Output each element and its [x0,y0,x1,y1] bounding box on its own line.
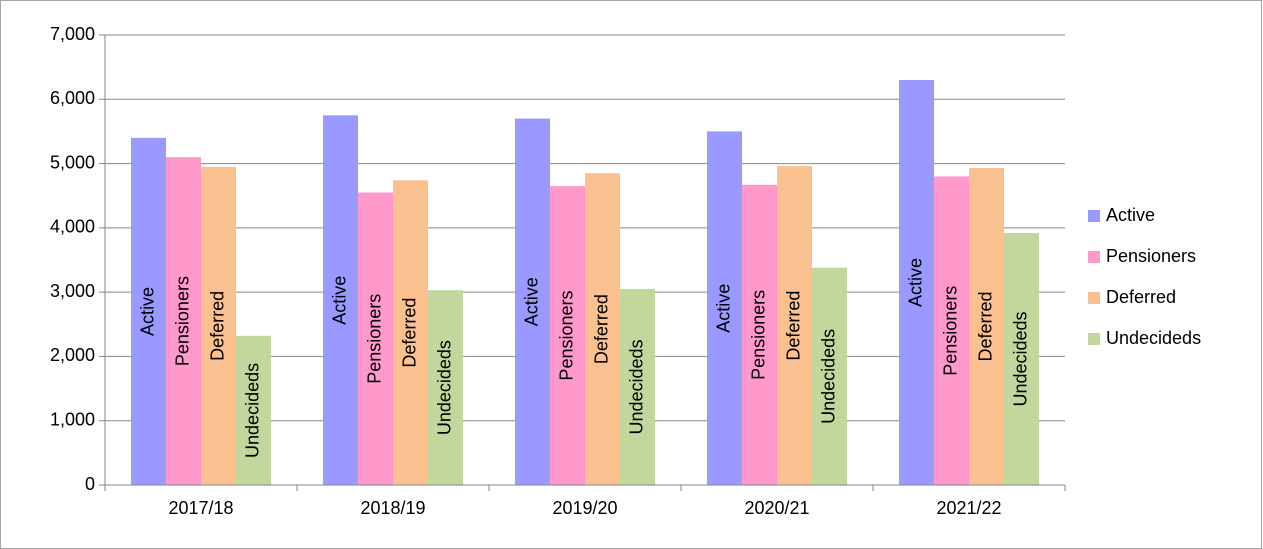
bar [131,137,166,485]
bar [428,290,463,485]
x-tick-label: 2018/19 [360,498,425,518]
legend-label: Active [1106,205,1155,225]
bar-label: Active [137,287,157,336]
bar [515,118,550,486]
bar [550,186,585,486]
bar [812,267,847,485]
bar-label: Pensioners [172,276,192,366]
bar-label: Deferred [975,292,995,362]
bar-label: Undecideds [626,339,646,434]
bar [1004,233,1039,485]
bar [620,288,655,485]
y-tick-label: 3,000 [50,281,95,301]
bar [166,157,201,485]
x-tick-label: 2020/21 [744,498,809,518]
y-tick-label: 6,000 [50,88,95,108]
x-tick-label: 2017/18 [168,498,233,518]
y-tick-label: 1,000 [50,409,95,429]
bar-label: Active [329,276,349,325]
bar-label: Undecideds [242,363,262,458]
y-tick-label: 0 [85,474,95,494]
bar [236,335,271,485]
bar-label: Undecideds [818,329,838,424]
legend-swatch [1088,210,1100,222]
bar [358,192,393,485]
bar-label: Deferred [207,291,227,361]
bar-label: Deferred [591,294,611,364]
bar-label: Deferred [399,298,419,368]
legend-label: Undecideds [1106,328,1201,348]
legend-label: Deferred [1106,287,1176,307]
bar [323,115,358,485]
y-tick-label: 5,000 [50,152,95,172]
bar [777,166,812,485]
bar-label: Pensioners [364,294,384,384]
bar [393,180,428,486]
bar-label: Undecideds [1010,311,1030,406]
bar [707,131,742,485]
y-tick-label: 7,000 [50,24,95,44]
legend-swatch [1088,333,1100,345]
bar-label: Pensioners [748,290,768,380]
legend-label: Pensioners [1106,246,1196,266]
x-tick-label: 2019/20 [552,498,617,518]
bar-label: Active [713,284,733,333]
y-tick-label: 4,000 [50,217,95,237]
legend-swatch [1088,251,1100,263]
bar-label: Pensioners [940,286,960,376]
bar-label: Pensioners [556,291,576,381]
bar [969,168,1004,486]
bar-label: Active [521,277,541,326]
x-tick-label: 2021/22 [936,498,1001,518]
legend-swatch [1088,292,1100,304]
bar [899,80,934,485]
bar [934,176,969,485]
bar-label: Deferred [783,291,803,361]
bar [742,184,777,486]
y-tick-label: 2,000 [50,345,95,365]
bar-label: Undecideds [434,340,454,435]
bar-label: Active [905,258,925,307]
bar [201,166,236,486]
bar [585,173,620,485]
